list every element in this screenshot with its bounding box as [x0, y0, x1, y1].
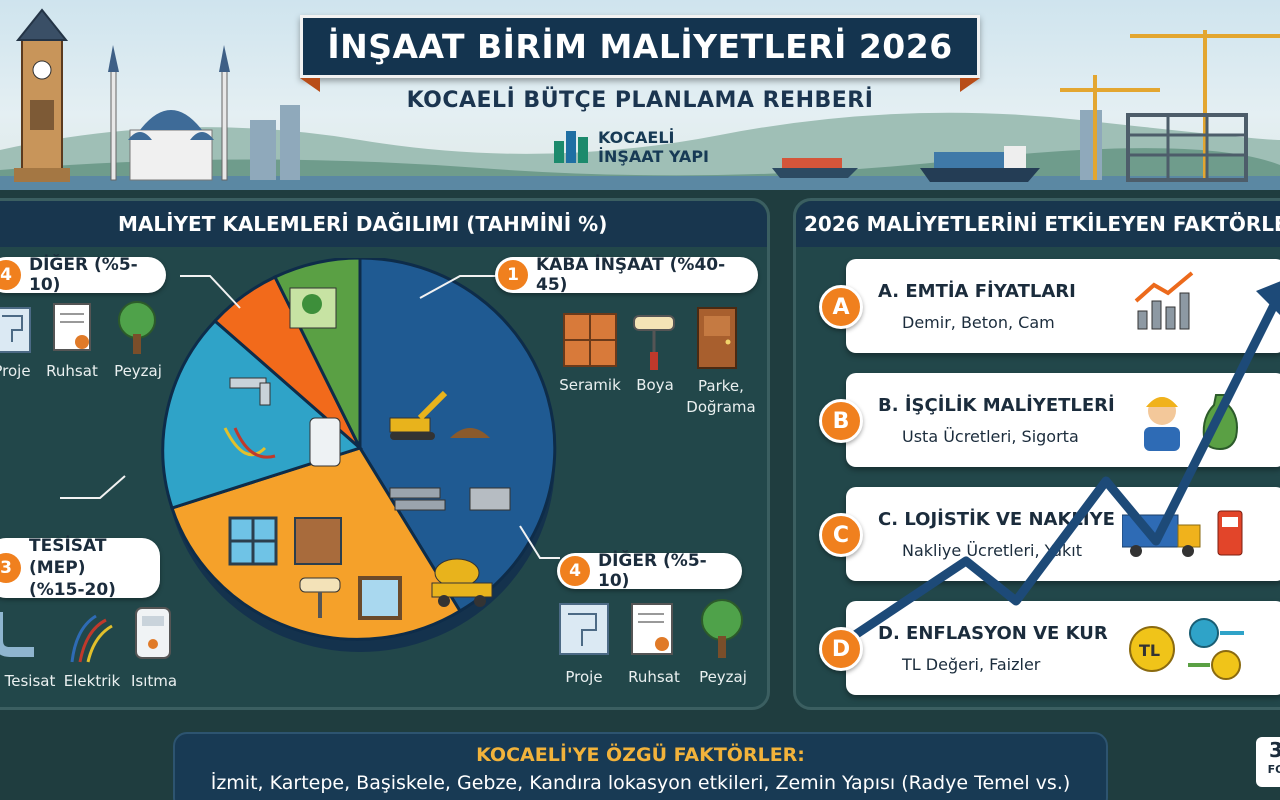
logo-line-1: KOCAELİ [598, 128, 675, 147]
company-logo: KOCAELİ İNŞAAT YAPI [552, 128, 709, 166]
faucet-icon [229, 377, 271, 406]
factor-subtitle: Demir, Beton, Cam [902, 313, 1055, 332]
footer-body: İzmit, Kartepe, Başiskele, Gebze, Kandır… [210, 772, 1071, 794]
icon-caption: Proje [0, 362, 31, 380]
factors-panel-heading: 2026 MALİYETLERİNİ ETKİLEYEN FAKTÖRLER [796, 201, 1280, 247]
factor-subtitle: Usta Ücretleri, Sigorta [902, 427, 1079, 446]
certificate-icon [53, 303, 91, 351]
rising-chart-icon [1134, 271, 1194, 330]
paint-roller-icon [633, 315, 675, 370]
currency-exchange-icon: TL [1129, 618, 1244, 680]
cargo-ship-icon [772, 146, 1040, 182]
cost-pie-chart [161, 258, 557, 652]
page-title: İNŞAAT BİRİM MALİYETLERİ 2026 [327, 27, 953, 66]
svg-text:TL: TL [1139, 641, 1160, 660]
icon-caption: Peyzaj [699, 668, 747, 686]
factor-badge-b: B [819, 399, 863, 443]
factor-card-a: A. EMTİA FİYATLARI Demir, Beton, Cam [846, 259, 1280, 353]
corner-text: FO [1267, 763, 1280, 776]
landscape-icon [289, 287, 337, 329]
label-kaba-insaat: 1 KABA İNŞAAT (%40-45) [495, 255, 758, 295]
label-number-badge: 4 [560, 556, 590, 586]
certificate-icon [631, 603, 673, 655]
logo-line-2: İNŞAAT YAPI [598, 147, 709, 166]
leader-lines [60, 275, 560, 559]
corner-badge: 3 FO [1256, 737, 1280, 787]
blueprint-icon [0, 307, 31, 353]
label-number-badge: 4 [0, 260, 21, 290]
ribbon-tail-right [960, 78, 980, 92]
page-subtitle: KOCAELİ BÜTÇE PLANLAMA REHBERİ [406, 88, 874, 113]
icon-caption: Parke, Doğrama [686, 377, 756, 416]
factor-title: A. EMTİA FİYATLARI [878, 281, 1076, 302]
icon-caption: Seramik [559, 376, 621, 394]
roller-icon [299, 577, 341, 618]
label-tesisat: 3 TESİSAT (MEP) (%15-20) [0, 536, 160, 600]
door-icon [697, 307, 737, 369]
icon-caption: Peyzaj [114, 362, 162, 380]
label-text: DİĞER (%5-10) [29, 255, 138, 295]
tile-icon [563, 313, 617, 367]
window-icon [228, 516, 278, 566]
label-text: DİĞER (%5-10) [598, 551, 707, 591]
blueprint-icon [559, 603, 609, 655]
pipe-icon [0, 612, 34, 657]
icon-caption: Proje [565, 668, 603, 686]
title-ribbon: İNŞAAT BİRİM MALİYETLERİ 2026 [300, 15, 980, 78]
factor-title: B. İŞÇİLİK MALİYETLERİ [878, 395, 1115, 416]
building-logo-icon [554, 131, 588, 163]
factor-title: D. ENFLASYON VE KUR [878, 623, 1108, 644]
icon-caption: Tesisat [4, 672, 56, 690]
icon-caption: Isıtma [130, 672, 178, 690]
factor-card-d: D. ENFLASYON VE KUR TL Değeri, Faizler T… [846, 601, 1280, 695]
steel-beams-icon [389, 487, 511, 511]
icon-caption: Ruhsat [628, 668, 680, 686]
window-frame-icon [358, 576, 402, 620]
factor-badge-d: D [819, 627, 863, 671]
concrete-mixer-icon [431, 558, 493, 607]
label-diger-top: 4 DİĞER (%5-10) [0, 255, 166, 295]
label-number-badge: 1 [498, 260, 528, 290]
ribbon-tail-left [300, 78, 320, 92]
cost-panel-heading: MALİYET KALEMLERİ DAĞILIMI (TAHMİNİ %) [0, 201, 767, 247]
factor-card-c: C. LOJİSTİK VE NAKLİYE Nakliye Ücretleri… [846, 487, 1280, 581]
factor-subtitle: Nakliye Ücretleri, Yakıt [902, 541, 1083, 560]
factors-panel: 2026 MALİYETLERİNİ ETKİLEYEN FAKTÖRLER A… [793, 198, 1280, 710]
factor-title: C. LOJİSTİK VE NAKLİYE [878, 509, 1115, 530]
icon-caption: Boya [636, 376, 674, 394]
factor-badge-a: A [819, 285, 863, 329]
parquet-icon [294, 517, 342, 565]
mosque-icon [108, 45, 230, 181]
label-text: KABA İNŞAAT (%40-45) [536, 255, 726, 295]
tree-icon [118, 301, 156, 354]
building-under-construction-icon [1126, 113, 1248, 182]
corner-number: 3 [1269, 738, 1280, 762]
factor-badge-c: C [819, 513, 863, 557]
factor-subtitle: TL Değeri, Faizler [902, 655, 1041, 674]
header-banner: İNŞAAT BİRİM MALİYETLERİ 2026 KOCAELİ BÜ… [0, 0, 1280, 190]
worker-money-icon [1144, 394, 1238, 451]
label-text: TESİSAT (MEP) (%15-20) [29, 536, 116, 600]
kocaeli-factors-bar: KOCAELİ'YE ÖZGÜ FAKTÖRLER: İzmit, Kartep… [173, 732, 1108, 800]
clock-tower-icon [14, 8, 70, 182]
boiler-icon [135, 607, 171, 659]
factor-card-b: B. İŞÇİLİK MALİYETLERİ Usta Ücretleri, S… [846, 373, 1280, 467]
label-number-badge: 3 [0, 553, 21, 583]
footer-heading: KOCAELİ'YE ÖZGÜ FAKTÖRLER: [476, 744, 805, 766]
cables-icon [70, 614, 113, 663]
tree-icon [701, 599, 743, 658]
city-skyline-illustration [0, 8, 1280, 190]
truck-fuel-icon [1122, 510, 1243, 557]
excavator-icon [389, 390, 490, 440]
wires-icon [223, 427, 276, 459]
icon-caption: Ruhsat [46, 362, 98, 380]
icon-caption: Elektrik [63, 672, 121, 690]
label-diger-bottom: 4 DİĞER (%5-10) [557, 551, 742, 591]
water-heater-icon [309, 417, 341, 467]
